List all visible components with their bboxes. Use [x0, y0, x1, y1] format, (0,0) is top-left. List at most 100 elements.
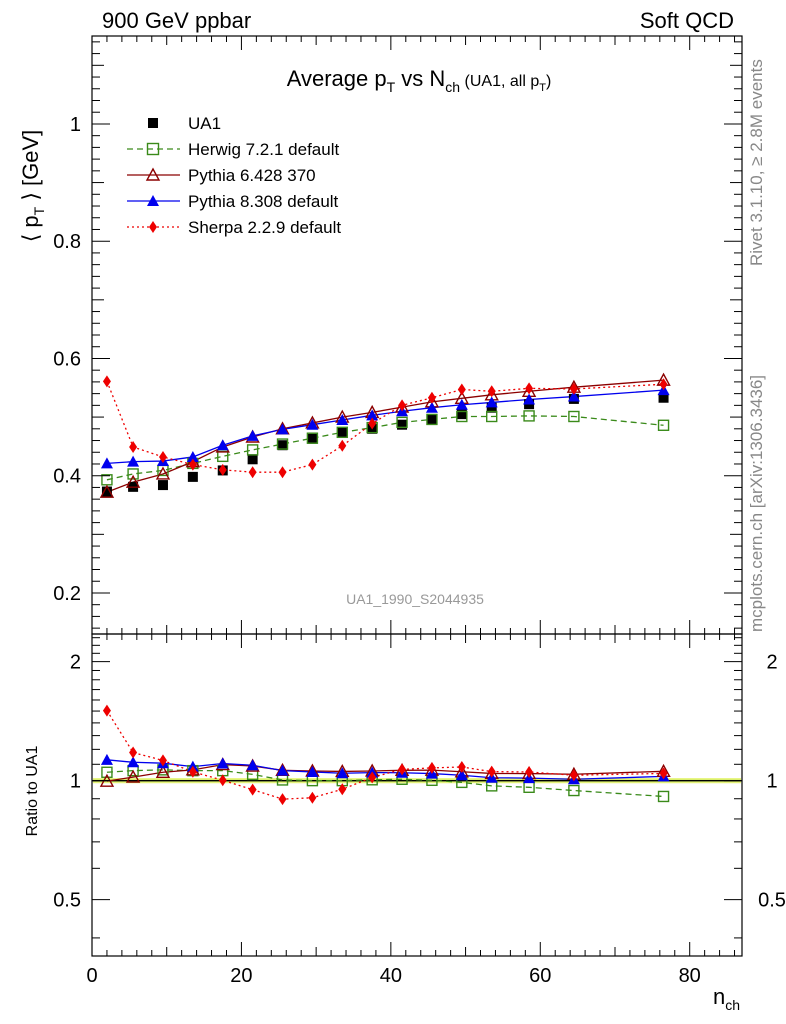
- point-pythia6: [155, 466, 171, 480]
- series-line-herwig: [106, 415, 664, 481]
- point-pythia8: [366, 409, 379, 421]
- ratio-point-sherpa: [338, 783, 347, 796]
- point-pythia8: [276, 423, 289, 435]
- legend-label-data: UA1: [188, 114, 221, 133]
- main-series-markers: [99, 372, 671, 498]
- point-data: [307, 433, 318, 444]
- point-sherpa: [278, 466, 287, 479]
- title-note-sub: T: [539, 82, 546, 94]
- ratio-point-pythia8: [276, 764, 289, 776]
- point-sherpa: [338, 439, 347, 452]
- ratio-point-sherpa: [129, 746, 138, 759]
- series-line-pythia8: [106, 389, 664, 465]
- analysis-id: UA1_1990_S2044935: [346, 591, 484, 607]
- ratio-point-sherpa: [659, 767, 668, 780]
- point-pythia8: [186, 450, 199, 462]
- point-sherpa: [427, 391, 436, 404]
- ratio-y-tick-label: 0.5: [53, 890, 81, 912]
- point-sherpa: [102, 375, 111, 388]
- point-data: [658, 392, 669, 403]
- point-pythia8: [306, 418, 319, 430]
- title-sub-t: T: [387, 79, 396, 95]
- ratio-point-sherpa: [368, 771, 377, 784]
- point-data: [397, 419, 408, 430]
- y-tick-label: 0.2: [53, 583, 81, 605]
- point-data: [456, 409, 467, 420]
- point-pythia6: [99, 484, 115, 498]
- rivet-version-label: Rivet 3.1.10, ≥ 2.8M events: [747, 59, 766, 266]
- point-sherpa: [398, 399, 407, 412]
- point-sherpa: [188, 458, 197, 471]
- ratio-y-axis-label: Ratio to UA1: [24, 746, 41, 837]
- x-tick-label: 40: [380, 965, 402, 987]
- x-tick-label: 20: [230, 965, 252, 987]
- ratio-point-sherpa: [398, 763, 407, 776]
- ratio-point-sherpa: [158, 754, 167, 767]
- ratio-point-pythia8: [100, 753, 113, 765]
- point-pythia6: [125, 474, 141, 488]
- point-pythia8: [246, 429, 259, 441]
- ratio-y-tick-label-right: 1: [766, 771, 777, 793]
- point-pythia8: [425, 401, 438, 413]
- mcplots-label: mcplots.cern.ch [arXiv:1306.3436]: [747, 374, 766, 632]
- legend-marker-data: [148, 118, 158, 128]
- ylabel-main: ⟨ p: [18, 215, 43, 242]
- ratio-y-tick-label: 1: [70, 771, 81, 793]
- point-pythia8: [100, 457, 113, 469]
- point-sherpa: [569, 382, 578, 395]
- ylabel-sub: T: [31, 206, 47, 215]
- ratio-point-herwig: [568, 784, 580, 797]
- point-pythia8: [455, 398, 468, 410]
- header-right: Soft QCD: [639, 8, 734, 33]
- point-sherpa: [487, 385, 496, 398]
- point-data: [486, 402, 497, 413]
- point-herwig: [396, 416, 408, 429]
- point-herwig: [657, 419, 670, 431]
- legend-marker-pythia6: [145, 167, 161, 181]
- point-pythia8: [523, 393, 536, 405]
- point-data: [426, 415, 437, 426]
- x-tick-label: 60: [529, 965, 551, 987]
- legend-label-pythia6: Pythia 6.428 370: [188, 166, 316, 185]
- ratio-point-sherpa: [278, 793, 287, 806]
- legend-marker-pythia8: [147, 195, 159, 206]
- ylabel-end: ⟩ [GeV]: [18, 130, 43, 207]
- point-data: [157, 480, 168, 491]
- ratio-point-pythia8: [455, 769, 468, 781]
- axis-ticks: [91, 36, 742, 956]
- xlabel-sub: ch: [725, 997, 740, 1013]
- ratio-series-lines: [92, 710, 742, 800]
- ratio-point-pythia8: [306, 765, 319, 777]
- point-sherpa: [158, 450, 167, 463]
- ratio-point-sherpa: [218, 774, 227, 787]
- ratio-y-tick-label-right: 2: [766, 652, 777, 674]
- ratio-point-sherpa: [487, 765, 496, 778]
- point-sherpa: [218, 463, 227, 476]
- ratio-point-pythia8: [336, 767, 349, 779]
- series-line-sherpa: [106, 381, 664, 473]
- title-main: Average p: [287, 66, 387, 91]
- ratio-point-sherpa: [102, 704, 111, 717]
- legend: UA1 Herwig 7.2.1 default Pythia 6.428 370 P…: [127, 114, 341, 237]
- ratio-point-sherpa: [525, 765, 534, 778]
- point-sherpa: [129, 440, 138, 453]
- ratio-point-sherpa: [569, 769, 578, 782]
- point-data: [277, 440, 288, 451]
- point-herwig: [306, 432, 319, 444]
- ratio-point-pythia8: [216, 757, 229, 769]
- y-tick-label: 0.8: [53, 231, 81, 253]
- title-sub-ch: ch: [445, 79, 460, 95]
- ratio-point-sherpa: [248, 783, 257, 796]
- point-sherpa: [659, 378, 668, 391]
- ratio-point-sherpa: [188, 765, 197, 778]
- ratio-point-sherpa: [308, 791, 317, 804]
- ratio-point-sherpa: [427, 761, 436, 774]
- point-sherpa: [457, 383, 466, 396]
- legend-marker-herwig: [146, 142, 160, 156]
- y-tick-label: 0.6: [53, 348, 81, 370]
- point-sherpa: [368, 417, 377, 430]
- ratio-series-markers: [99, 704, 671, 806]
- point-herwig: [568, 410, 580, 423]
- point-herwig: [523, 410, 535, 422]
